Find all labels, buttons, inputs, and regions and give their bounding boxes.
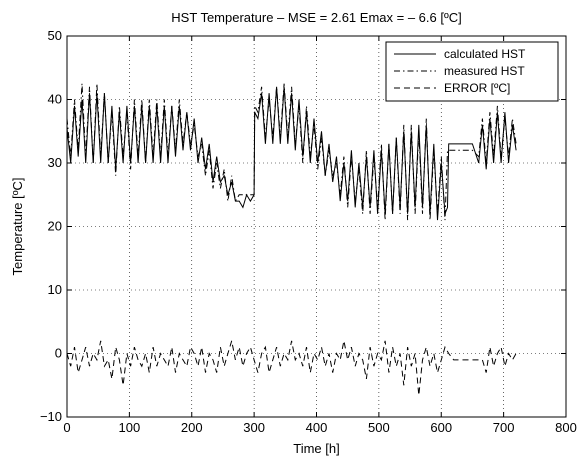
x-tick-label: 400 bbox=[306, 420, 328, 435]
y-tick-label: 20 bbox=[48, 219, 62, 234]
x-tick-label: 600 bbox=[430, 420, 452, 435]
series-line-2 bbox=[66, 83, 517, 221]
x-axis-label: Time [h] bbox=[293, 441, 339, 456]
y-tick-label: 50 bbox=[48, 28, 62, 43]
x-tick-label: 300 bbox=[243, 420, 265, 435]
chart-title: HST Temperature – MSE = 2.61 Emax = – 6.… bbox=[171, 10, 461, 25]
legend-label: measured HST bbox=[444, 64, 525, 78]
y-tick-label: 30 bbox=[48, 155, 62, 170]
x-tick-label: 200 bbox=[181, 420, 203, 435]
y-tick-label: 10 bbox=[48, 282, 62, 297]
legend-box bbox=[385, 41, 559, 102]
y-tick-label: 0 bbox=[55, 346, 62, 361]
y-axis-label: Temperature [ºC] bbox=[10, 178, 25, 276]
x-tick-label: 100 bbox=[119, 420, 141, 435]
legend-label: calculated HST bbox=[444, 47, 526, 61]
legend-label: ERROR [ºC] bbox=[444, 81, 510, 95]
legend: calculated HST measured HST ERROR [ºC] bbox=[385, 41, 559, 102]
series-line-3 bbox=[66, 340, 517, 396]
x-tick-label: 0 bbox=[63, 420, 70, 435]
y-tick-label: −10 bbox=[40, 409, 62, 424]
y-tick-label: 40 bbox=[48, 92, 62, 107]
x-tick-label: 800 bbox=[555, 420, 577, 435]
x-tick-label: 500 bbox=[368, 420, 390, 435]
series-layer bbox=[66, 83, 517, 396]
x-tick-label: 700 bbox=[493, 420, 515, 435]
series-line-1 bbox=[66, 86, 517, 221]
